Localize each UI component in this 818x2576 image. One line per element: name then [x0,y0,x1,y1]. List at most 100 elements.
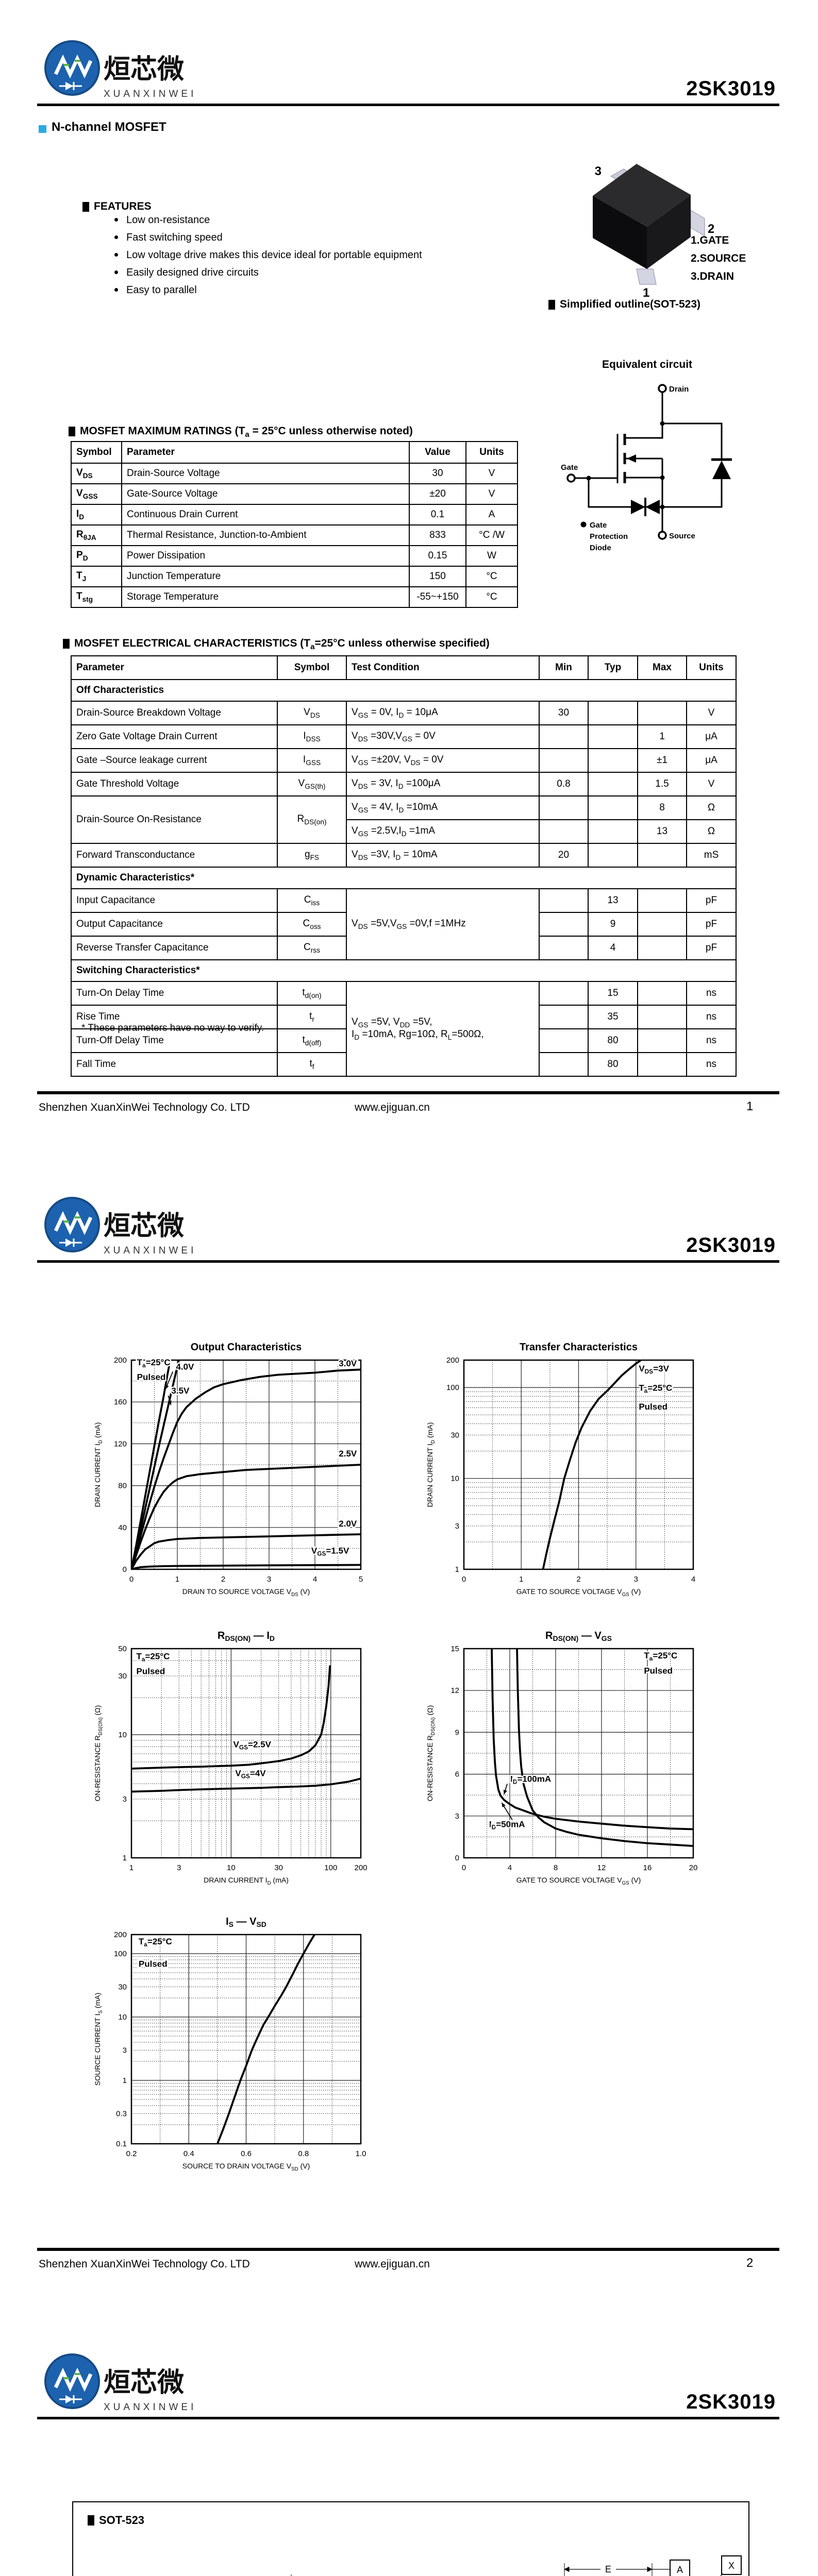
svg-text:100: 100 [114,1950,127,1958]
body-diode-icon [712,461,731,479]
table-cell: Drain-Source Breakdown Voltage [71,701,278,725]
table-cell: Off Characteristics [71,679,737,702]
table-cell: pF [686,912,737,937]
svg-text:0: 0 [462,1863,466,1872]
section-square-icon [69,427,75,436]
section-square-icon [548,300,555,310]
svg-text:Ta=25°C: Ta=25°C [139,1937,172,1948]
svg-text:6: 6 [455,1770,459,1779]
svg-text:Ta=25°C: Ta=25°C [137,1358,171,1369]
table-cell: Reverse Transfer Capacitance [71,936,278,960]
table-cell: Drain-Source Voltage [121,463,410,484]
footer-company: Shenzhen XuanXinWei Technology Co. LTD [39,2258,250,2270]
table-cell: 1 [637,724,687,749]
chart-rdson-vs-vgs: 0 4 8 12 16 20 0 3 6 9 12 15 RDS(ON) — VGS GATE TO SO… [426,1630,697,1886]
svg-text:0.6: 0.6 [241,2149,252,2158]
series-VGS=2.5V [131,1665,331,1770]
table-cell: pF [686,936,737,960]
table-cell: Storage Temperature [121,586,410,608]
series-VGS=2.5V [131,1464,361,1569]
elec-row: Gate Threshold Voltage VGS(th) VDS = 3V, I… [71,772,737,796]
svg-text:SOURCE CURRENT IS (mA): SOURCE CURRENT IS (mA) [93,1993,104,2086]
footer-company: Shenzhen XuanXinWei Technology Co. LTD [39,1101,250,1113]
svg-text:ID=50mA: ID=50mA [489,1819,525,1831]
series-VGS=1.5V [131,1564,361,1569]
chart-rdson-vs-id: 1 3 10 30 100 200 1 3 10 30 50 RDS(ON) — ID DRAIN CU… [93,1630,368,1886]
table-cell: Max [637,655,687,680]
datum-A: A [677,2565,683,2575]
svg-text:Ta=25°C: Ta=25°C [644,1651,677,1662]
svg-text:烜芯微: 烜芯微 [104,1211,184,1241]
page-1: 烜芯微 XUANXINWEI 2SK3019 N-channel MOSFET … [0,0,818,1157]
table-cell: Parameter [71,655,278,680]
package-top-view: D B [291,2574,292,2576]
svg-text:2: 2 [221,1575,225,1584]
table-cell [539,1005,589,1029]
table-cell [588,748,638,773]
header-rule [37,104,779,106]
table-cell: ns [686,1052,737,1077]
svg-text:1: 1 [129,1863,133,1872]
table-cell: 13 [588,888,638,913]
table-cell: IGSS [277,748,347,773]
table-cell: Zero Gate Voltage Drain Current [71,724,278,749]
table-cell: 0.1 [409,504,466,526]
max-rating-row: ID Continuous Drain Current 0.1 A [71,504,518,526]
table-cell: 35 [588,1005,638,1029]
elec-row: VGS =2.5V,ID =1mA 13 Ω [71,819,737,844]
logo-chinese: 烜芯微 [104,55,184,84]
features-title: FEATURES [94,200,152,212]
table-cell: Dynamic Characteristics* [71,867,737,889]
svg-text:10: 10 [118,1731,127,1739]
table-cell: VGS =5V, VDD =5V, ID =10mA, Rg=10Ω, RL=50… [346,981,540,1077]
table-cell: Tstg [71,586,122,608]
package-photo: 3 2 1 [593,164,714,299]
svg-text:200: 200 [354,1863,367,1872]
svg-text:200: 200 [114,1930,127,1939]
svg-text:30: 30 [118,1982,127,1991]
table-cell: 20 [539,843,589,868]
part-number: 2SK3019 [686,1234,776,1257]
elec-title: MOSFET ELECTRICAL CHARACTERISTICS (Ta=25… [74,637,490,652]
table-cell: IDSS [277,724,347,749]
elec-row: Turn-Off Delay Time td(off) 80 ns [71,1028,737,1053]
bullet-icon [114,218,118,222]
pin2-number: 2 [708,222,714,236]
series-VGS=3.0V [131,1368,361,1569]
svg-text:Pulsed: Pulsed [137,1667,165,1676]
table-cell: Switching Characteristics* [71,959,737,982]
table-cell [588,843,638,868]
table-cell: Rise Time [71,1005,278,1029]
elec-row: Gate –Source leakage current IGSS VGS =±20… [71,748,737,773]
protection-label-2: Protection [590,532,628,541]
table-cell: tr [277,1005,347,1029]
feature-item: Easily designed drive circuits [114,264,422,281]
svg-text:RDS(ON) — ID: RDS(ON) — ID [218,1630,275,1642]
package-drawing-box [72,2501,749,2576]
svg-text:30: 30 [274,1863,283,1872]
table-cell: Power Dissipation [121,545,410,567]
table-cell: VGS =2.5V,ID =1mA [346,819,540,844]
svg-text:2.0V: 2.0V [339,1519,357,1529]
header-rule [37,1260,779,1263]
table-cell [539,724,589,749]
max-ratings-title: MOSFET MAXIMUM RATINGS (Ta = 25°C unless… [80,425,413,439]
table-cell: TJ [71,566,122,587]
company-logo: 烜芯微 XUANXINWEI [44,2353,193,2413]
table-cell: 15 [588,981,638,1006]
svg-text:30: 30 [450,1431,459,1439]
svg-text:Pulsed: Pulsed [644,1666,673,1676]
logo-diode-icon [65,82,73,90]
table-cell [637,1052,687,1077]
svg-text:12: 12 [597,1863,606,1872]
table-cell: Gate-Source Voltage [121,483,410,505]
table-cell: V [465,463,518,484]
table-cell [588,819,638,844]
table-cell: VDS [71,463,122,484]
table-cell: 1.5 [637,772,687,796]
table-cell: ID [71,504,122,526]
table-cell: mS [686,843,737,868]
section-square-icon [88,2515,94,2526]
table-cell: gFS [277,843,347,868]
svg-text:Pulsed: Pulsed [639,1402,667,1412]
